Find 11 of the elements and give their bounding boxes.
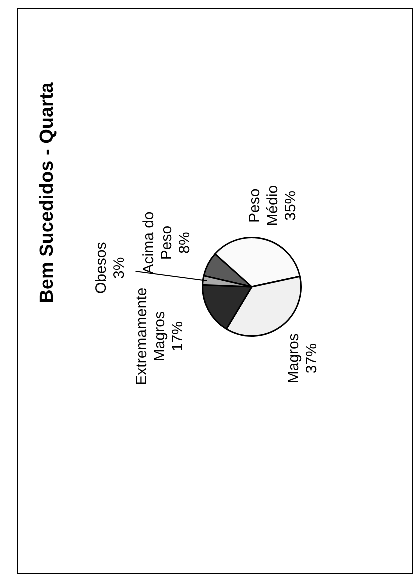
slice-label: Peso Médio	[246, 185, 282, 226]
data-label: 8%	[176, 232, 194, 254]
slice-label: Extremamente Magros	[133, 288, 168, 386]
data-label: 35%	[282, 190, 300, 221]
slice-label: Magros	[285, 334, 302, 384]
slice-label: Obesos	[92, 242, 110, 294]
data-label: 17%	[169, 322, 186, 352]
chart-title: Bem Sucedidos - Quarta	[37, 82, 58, 304]
data-label: 37%	[303, 344, 320, 374]
slice-label: Acima do Peso	[140, 212, 176, 274]
data-label: 3%	[110, 257, 128, 279]
